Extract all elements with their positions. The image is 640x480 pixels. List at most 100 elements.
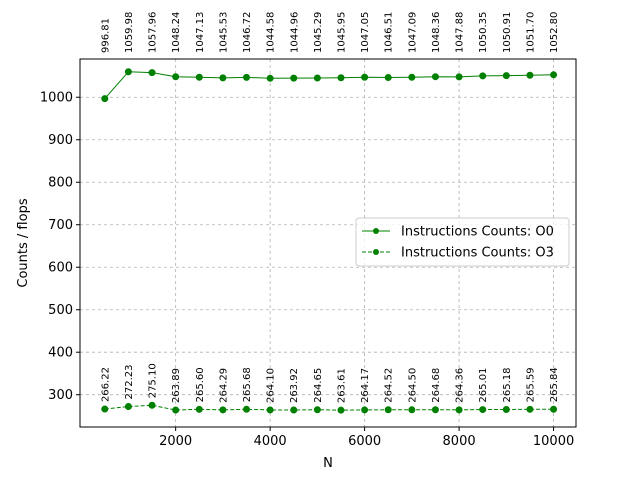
y-tick-label: 700 [48,218,73,233]
data-label: 263.92 [289,368,300,403]
x-tick-label: 8000 [443,434,476,449]
data-label: 1046.51 [384,12,395,53]
legend-swatch-marker [373,228,379,234]
series-line-o3 [104,404,554,411]
data-label: 265.84 [549,367,560,402]
data-label: 264.36 [455,368,466,403]
x-tick-label: 10000 [533,434,574,449]
data-label: 264.50 [407,368,418,403]
data-label: 264.65 [313,368,324,403]
data-label: 1052.80 [549,12,560,53]
data-point [195,405,203,413]
data-label: 1045.53 [218,12,229,53]
data-label: 265.59 [525,367,536,402]
data-label: 265.60 [195,367,206,402]
data-point [101,405,109,413]
y-tick-label: 900 [48,133,73,148]
data-point [479,406,487,414]
data-point [172,406,180,414]
data-point [243,405,251,413]
data-point [290,74,298,82]
y-axis-title: Counts / flops [16,198,31,287]
series-lines [101,68,558,414]
data-point [455,406,463,414]
data-label: 266.22 [100,367,111,402]
data-label: 1051.70 [525,12,536,53]
data-label: 265.68 [242,367,253,402]
y-tick-label: 300 [48,388,73,403]
legend-entry-o0: Instructions Counts: O0 [362,225,554,240]
legend-label: Instructions Counts: O3 [401,246,554,261]
plot-area-frame [79,58,577,428]
axis-ticks: 2000 4000 6000 8000 10000 300 400 500 600 700 800 9… [40,91,574,449]
data-point [148,401,156,409]
data-point [313,406,321,414]
data-point [124,403,132,411]
data-point [431,406,439,414]
data-label: 1047.09 [407,12,418,53]
data-point [148,69,156,77]
data-point [124,68,132,76]
data-point [313,74,321,82]
data-label: 1047.05 [360,12,371,53]
data-label: 272.23 [124,365,135,400]
data-point [550,71,558,79]
data-point [502,406,510,414]
data-point [195,73,203,81]
y-tick-label: 400 [48,346,73,361]
data-label: 265.18 [502,368,513,403]
data-point [455,73,463,81]
data-point [384,406,392,414]
x-axis-title: N [323,456,333,471]
data-point [431,73,439,81]
data-point [266,406,274,414]
legend-label: Instructions Counts: O0 [401,225,554,240]
data-label: 263.61 [336,368,347,403]
y-tick-label: 600 [48,261,73,276]
data-label: 1044.58 [266,12,277,53]
data-label: 1047.88 [455,12,466,53]
data-label: 264.10 [266,368,277,403]
data-point [550,405,558,413]
data-point [408,406,416,414]
data-point [172,73,180,81]
data-label: 275.10 [148,363,159,398]
data-point [290,406,298,414]
data-label: 1050.35 [478,12,489,53]
legend-box [355,217,570,267]
y-tick-label: 1000 [40,91,73,106]
data-point [219,406,227,414]
data-point [408,73,416,81]
data-label: 1047.13 [195,12,206,53]
data-point [502,72,510,80]
data-point [526,405,534,413]
data-point [361,73,369,81]
y-tick-label: 500 [48,303,73,318]
grid-lines [80,59,576,427]
data-label: 1044.96 [289,12,300,53]
legend-swatch-marker [373,249,379,255]
data-label: 996.81 [100,18,111,53]
data-label: 1048.24 [171,12,182,53]
data-point [101,95,109,103]
legend-entry-o3: Instructions Counts: O3 [362,246,554,261]
data-point [384,73,392,81]
x-tick-label: 6000 [348,434,381,449]
data-label: 265.01 [478,368,489,403]
data-label: 1059.98 [124,12,135,53]
data-label: 264.29 [218,368,229,403]
data-point [526,71,534,79]
data-point [219,74,227,82]
data-point [243,73,251,81]
data-point [266,74,274,82]
data-label: 263.89 [171,368,182,403]
data-label: 1045.29 [313,12,324,53]
data-point [361,406,369,414]
series-line-o0 [104,71,554,99]
y-tick-label: 800 [48,176,73,191]
data-point [479,72,487,80]
data-labels: 996.81 1059.98 1057.96 1048.24 1047.13 1045.5… [100,12,560,404]
data-label: 264.68 [431,368,442,403]
